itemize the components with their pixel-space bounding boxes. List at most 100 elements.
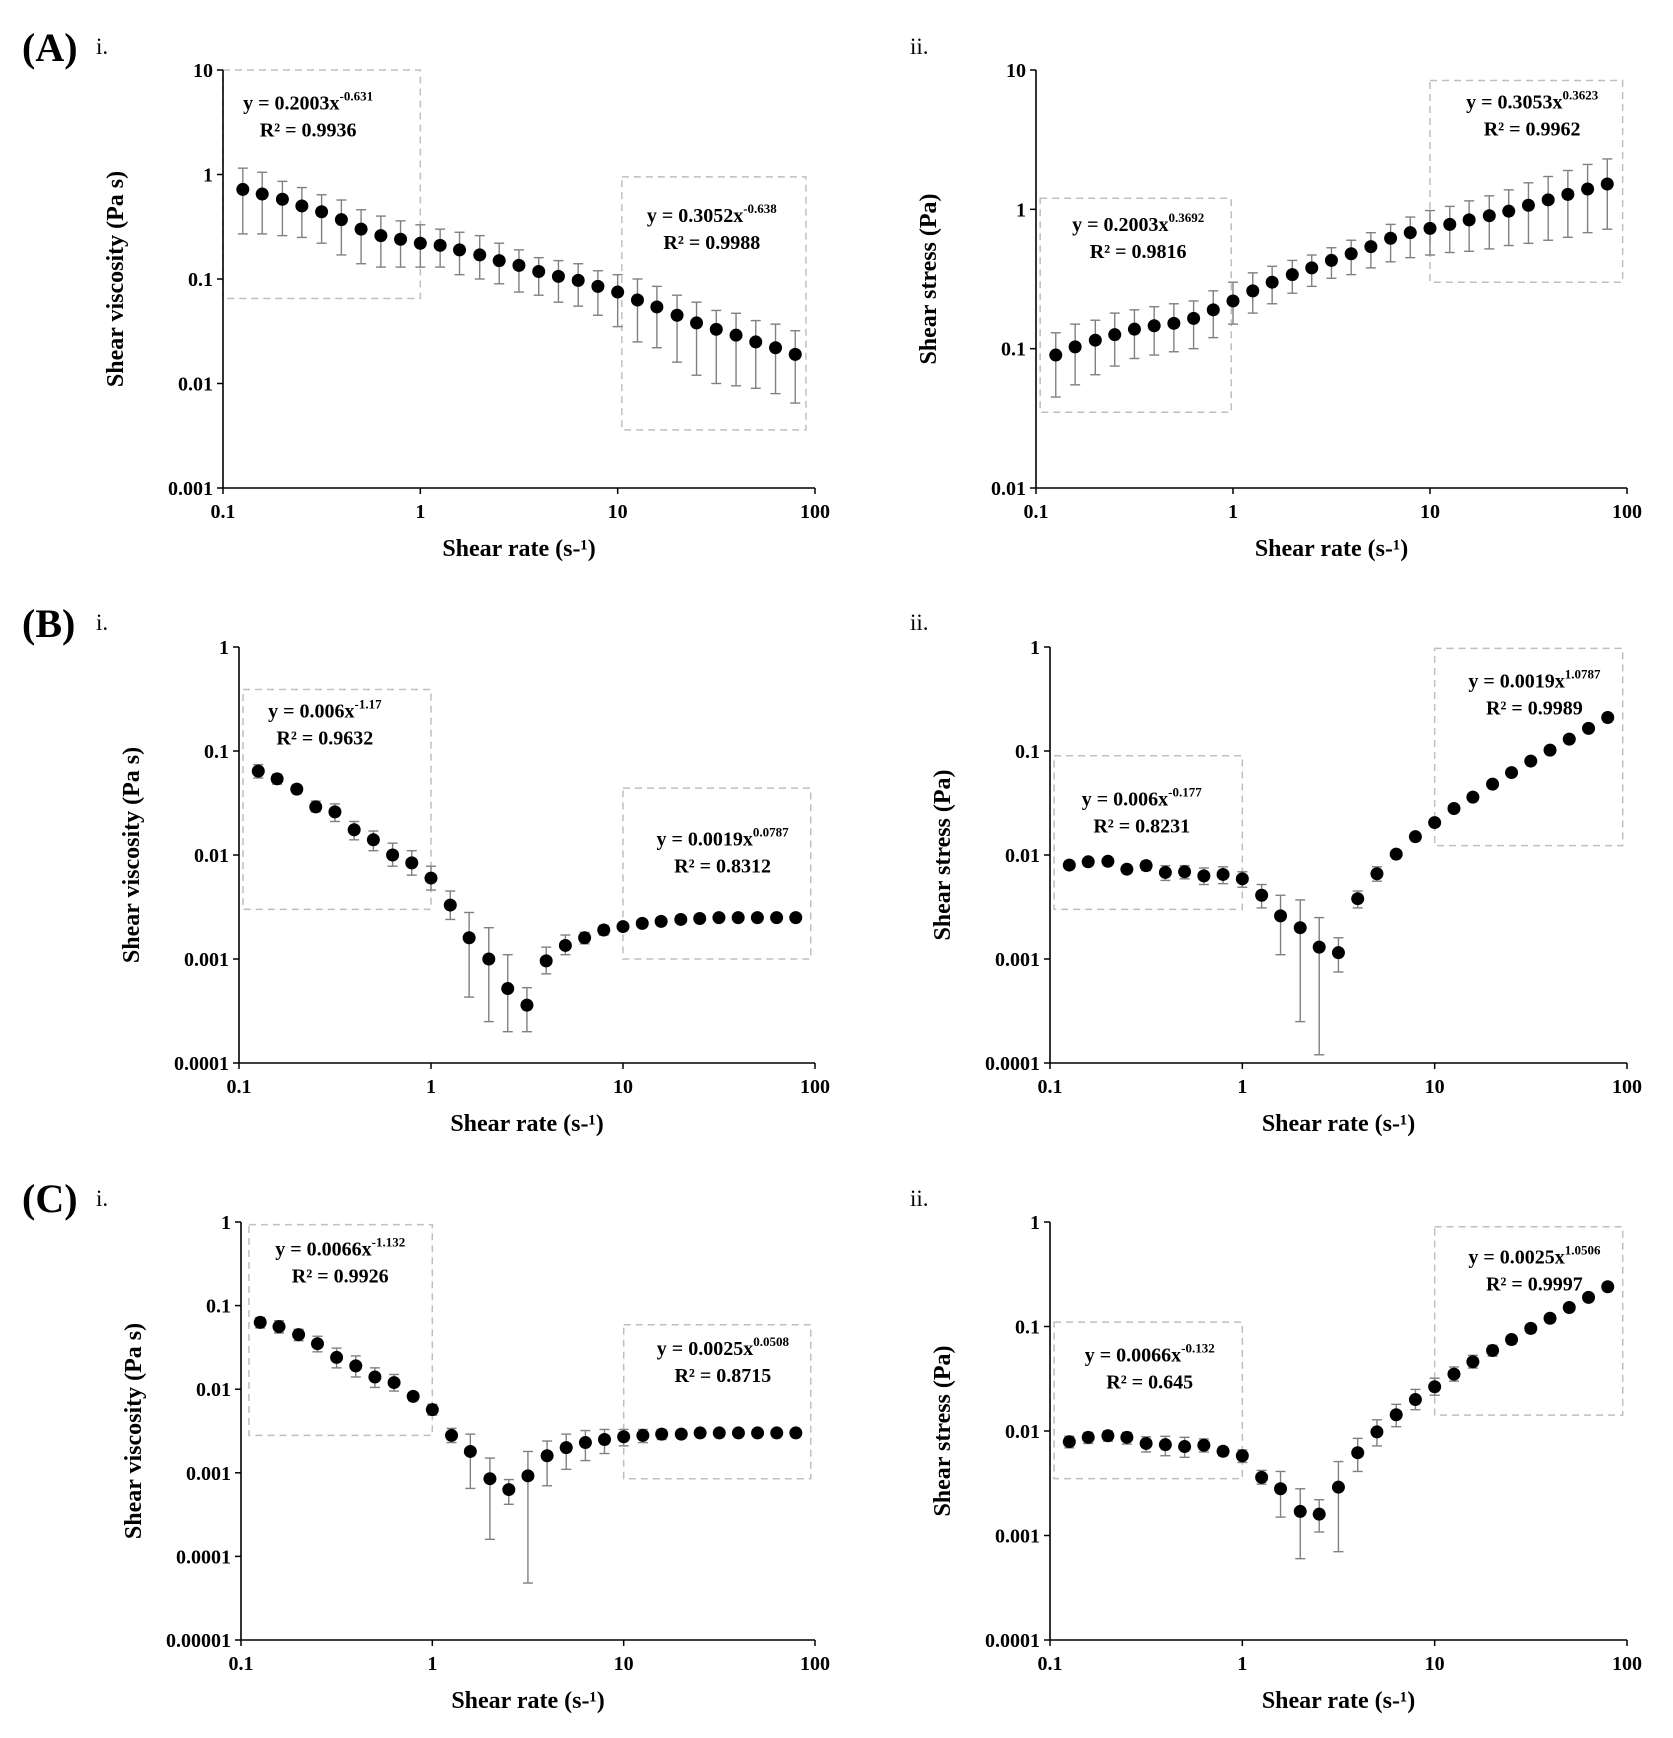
error-bar — [714, 1429, 725, 1438]
data-point — [1524, 1321, 1538, 1335]
data-point — [597, 923, 611, 937]
error-bar — [1371, 1419, 1382, 1447]
data-point — [354, 222, 368, 236]
fit-r-squared: R² = 0.9926 — [292, 1265, 389, 1287]
data-point — [1562, 1300, 1576, 1314]
data-point — [520, 998, 534, 1012]
data-point — [1364, 240, 1378, 254]
error-bar — [257, 171, 268, 235]
error-bar — [329, 803, 340, 823]
y-tick-label: 0.1 — [204, 741, 229, 763]
y-tick-label: 1 — [221, 1212, 231, 1234]
error-bar — [637, 920, 648, 927]
fit-r-squared: R² = 0.8231 — [1093, 815, 1190, 837]
fit-r-squared: R² = 0.9632 — [276, 727, 373, 749]
error-bar — [1333, 937, 1344, 973]
error-bar — [553, 259, 564, 303]
data-point — [1293, 1504, 1307, 1518]
data-point — [366, 833, 380, 847]
data-point — [1062, 858, 1076, 872]
y-tick-label: 0.1 — [188, 269, 213, 291]
y-tick-label: 10 — [1006, 60, 1026, 82]
error-bar — [312, 1335, 323, 1353]
data-point — [1062, 1435, 1076, 1449]
sub-label-c-i: i. — [96, 1186, 109, 1211]
error-bar — [1267, 265, 1278, 305]
error-bar — [1545, 748, 1556, 753]
data-point — [1524, 754, 1538, 768]
data-point — [650, 300, 664, 314]
data-point — [1255, 888, 1269, 902]
error-bar — [395, 220, 406, 268]
error-bar — [237, 167, 248, 235]
error-bar — [1208, 290, 1219, 339]
y-tick-label: 0.1 — [1015, 1317, 1040, 1339]
data-point — [1216, 867, 1230, 881]
error-bar — [1179, 1436, 1190, 1459]
y-tick-label: 1 — [219, 637, 229, 659]
error-bar — [731, 312, 742, 387]
data-point — [578, 1436, 592, 1450]
data-point — [1101, 1429, 1115, 1443]
data-point — [255, 187, 269, 201]
y-axis-title: Shear stress (Pa) — [930, 1345, 956, 1516]
error-bar — [1218, 866, 1229, 885]
error-bar — [770, 323, 781, 395]
error-bar — [1487, 1344, 1498, 1357]
x-tick-label: 10 — [1420, 501, 1440, 523]
data-point — [1178, 1440, 1192, 1454]
data-point — [693, 1426, 707, 1440]
error-bar — [1506, 1334, 1517, 1345]
data-point — [492, 254, 506, 268]
error-bar — [1050, 332, 1061, 398]
data-point — [315, 205, 329, 219]
data-point — [1206, 303, 1220, 317]
error-bar — [1487, 781, 1498, 787]
data-point — [611, 285, 625, 299]
data-point — [789, 1426, 803, 1440]
error-bar — [415, 224, 426, 268]
error-bar — [1602, 1283, 1613, 1290]
data-point — [501, 982, 515, 996]
error-bar — [790, 330, 801, 404]
x-tick-label: 100 — [1612, 1076, 1642, 1098]
data-point — [578, 931, 592, 945]
y-axis-title: Shear stress (Pa) — [930, 769, 956, 940]
error-bar — [1448, 806, 1459, 811]
x-tick-label: 0.1 — [211, 501, 236, 523]
error-bar — [676, 1429, 687, 1439]
data-point — [670, 308, 684, 322]
x-tick-label: 0.1 — [1024, 501, 1049, 523]
data-point — [425, 1403, 439, 1417]
y-tick-label: 1 — [1030, 637, 1040, 659]
error-bar — [464, 911, 475, 998]
error-bar — [651, 285, 662, 349]
error-bar — [672, 294, 683, 363]
data-point — [502, 1483, 516, 1497]
y-tick-label: 0.001 — [186, 1463, 231, 1485]
error-bar — [1371, 866, 1382, 882]
error-bar — [277, 180, 288, 237]
fit-equation: y = 0.0019x0.0787 — [656, 825, 789, 851]
fit-equation-base: y = 0.3052x — [647, 205, 743, 227]
error-bar — [1582, 163, 1593, 234]
data-point — [328, 805, 342, 819]
data-point — [630, 293, 644, 307]
error-bar — [484, 1457, 495, 1541]
data-point — [617, 1430, 631, 1444]
error-bar — [1391, 1403, 1402, 1428]
fit-equation-base: y = 0.2003x — [1072, 214, 1168, 236]
data-point — [636, 1428, 650, 1442]
x-tick-label: 10 — [614, 1653, 634, 1675]
error-bar — [1523, 182, 1534, 245]
data-point — [1601, 710, 1615, 724]
data-point — [788, 347, 802, 361]
x-axis-title: Shear rate (s-¹) — [442, 536, 595, 562]
fit-equation-exponent: 0.0508 — [753, 1334, 789, 1349]
data-point — [1081, 1430, 1095, 1444]
x-axis-title: Shear rate (s-¹) — [1262, 1688, 1415, 1714]
error-bar — [1583, 1293, 1594, 1302]
fit-equation: y = 0.0019x1.0787 — [1468, 666, 1601, 692]
data-point — [349, 1359, 363, 1373]
